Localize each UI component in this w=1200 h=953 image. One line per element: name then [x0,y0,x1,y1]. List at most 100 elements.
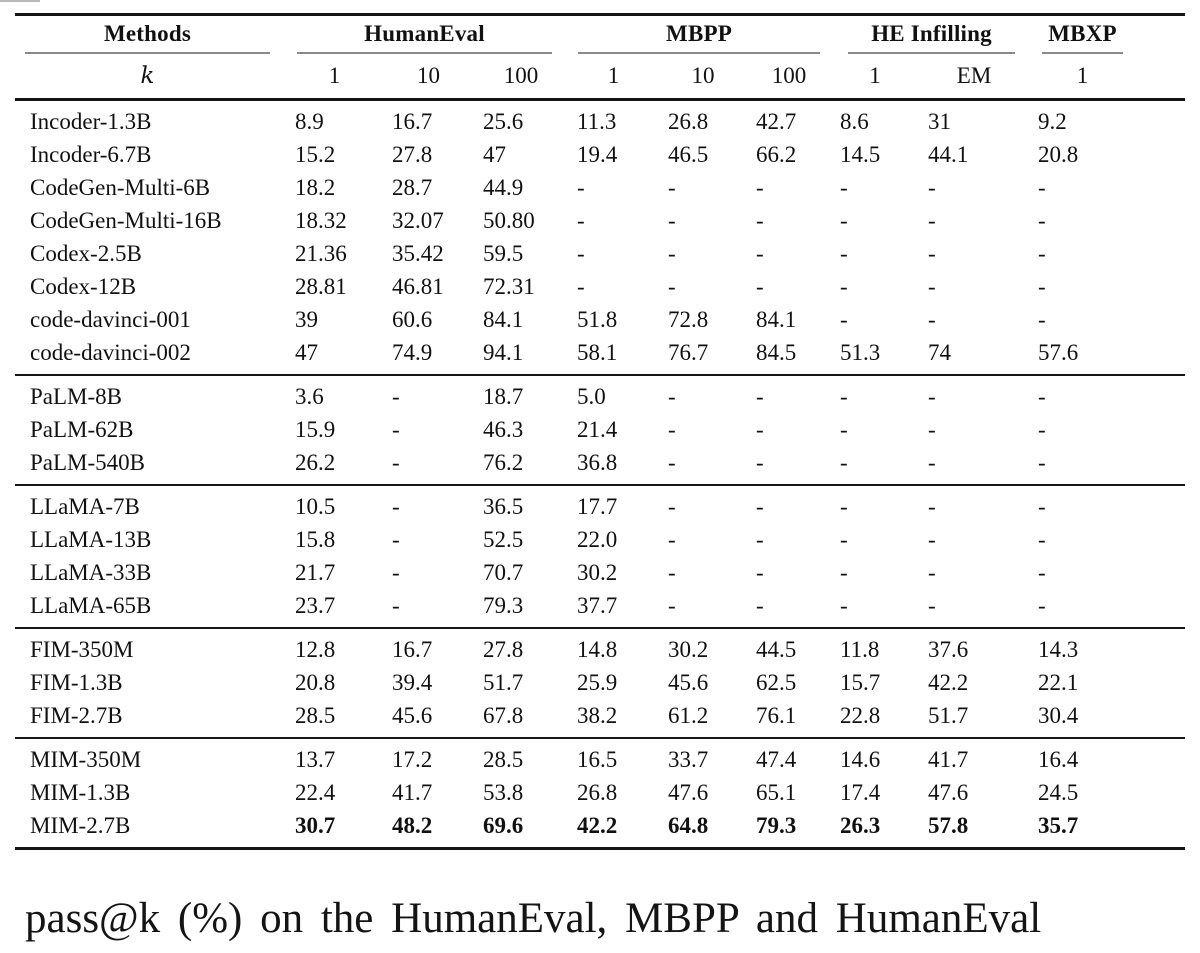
value-cell: 47.6 [668,780,709,805]
value-cell: 26.2 [295,450,336,475]
table-row: Codex-12B 28.81 46.81 72.31 - - - - - - [15,270,1185,303]
value-cell: 11.3 [577,109,617,134]
value-cell: 30.2 [668,637,709,662]
method-cell: FIM-1.3B [30,670,123,695]
value-cell: - [756,593,764,618]
value-cell: - [577,241,585,266]
value-cell: 46.81 [392,274,444,299]
value-cell: 51.7 [483,670,524,695]
value-cell: - [840,494,848,519]
value-cell: 25.6 [483,109,524,134]
table-row: CodeGen-Multi-16B 18.32 32.07 50.80 - - - - - - [15,204,1185,237]
value-cell: 33.7 [668,747,709,772]
value-cell: - [756,527,764,552]
k-mbpp-10: 10 [691,63,715,88]
value-cell: - [840,208,848,233]
value-cell: - [756,560,764,585]
value-cell: - [840,241,848,266]
method-cell: MIM-350M [30,747,142,772]
value-cell: 30.7 [295,813,336,838]
header-humaneval-label: HumanEval [364,21,485,46]
value-cell: 59.5 [483,241,524,266]
value-cell: 36.5 [483,494,524,519]
value-cell: - [756,175,764,200]
k-he-infilling-em: EM [956,63,992,88]
value-cell: 10.5 [295,494,336,519]
value-cell: 27.8 [483,637,524,662]
cmidrule-humaneval [297,52,553,54]
value-cell: 47.6 [928,780,969,805]
value-cell: 30.4 [1038,703,1079,728]
value-cell: 74.9 [392,340,433,365]
value-cell: 14.6 [840,747,881,772]
method-cell: Incoder-1.3B [30,109,152,134]
value-cell: - [1038,307,1046,332]
value-cell: 39.4 [392,670,433,695]
value-cell: 22.4 [295,780,336,805]
value-cell: 32.07 [392,208,444,233]
value-cell: - [928,175,936,200]
value-cell: - [928,307,936,332]
value-cell: - [392,384,400,409]
value-cell: 65.1 [756,780,797,805]
value-cell: - [928,494,936,519]
value-cell: 70.7 [483,560,524,585]
header-methods: Methods [15,15,295,54]
value-cell: 23.7 [295,593,336,618]
crop-artifact-line [0,0,40,2]
method-cell: MIM-2.7B [30,813,131,838]
value-cell: 26.3 [840,813,881,838]
value-cell: - [928,593,936,618]
cmidrule-he-infilling [848,52,1016,54]
value-cell: - [756,208,764,233]
method-cell: LLaMA-13B [30,527,152,552]
table-row: LLaMA-65B 23.7 - 79.3 37.7 - - - - - [15,589,1185,628]
value-cell: 76.1 [756,703,797,728]
value-cell: - [928,527,936,552]
value-cell: - [1038,417,1046,442]
value-cell: - [1038,175,1046,200]
value-cell: - [1038,527,1046,552]
value-cell: 27.8 [392,142,433,167]
value-cell: 94.1 [483,340,524,365]
cmidrule-methods [25,52,270,54]
value-cell: - [840,450,848,475]
table-row: PaLM-62B 15.9 - 46.3 21.4 - - - - - [15,413,1185,446]
method-cell: CodeGen-Multi-6B [30,175,211,200]
value-cell: - [1038,494,1046,519]
value-cell: 17.2 [392,747,433,772]
value-cell: 20.8 [295,670,336,695]
value-cell: - [756,274,764,299]
table-row: CodeGen-Multi-6B 18.2 28.7 44.9 - - - - - - [15,171,1185,204]
value-cell: 72.8 [668,307,709,332]
value-cell: 16.7 [392,637,433,662]
value-cell: 13.7 [295,747,336,772]
value-cell: 37.6 [928,637,969,662]
k-mbpp-1: 1 [607,63,620,88]
method-cell: FIM-2.7B [30,703,123,728]
value-cell: 37.7 [577,593,618,618]
value-cell: - [840,274,848,299]
value-cell: 24.5 [1038,780,1079,805]
k-he-infilling-1: 1 [869,63,881,88]
value-cell: 38.2 [577,703,618,728]
table-row: Incoder-6.7B 15.2 27.8 47 19.4 46.5 66.2 14.5 44… [15,138,1185,171]
value-cell: 58.1 [577,340,618,365]
value-cell: - [668,560,676,585]
value-cell: 44.5 [756,637,797,662]
k-humaneval-100: 100 [503,63,539,88]
table-row: PaLM-540B 26.2 - 76.2 36.8 - - - - - [15,446,1185,485]
value-cell: 46.3 [483,417,524,442]
value-cell: - [928,208,936,233]
value-cell: 41.7 [392,780,433,805]
value-cell: - [928,384,936,409]
value-cell: 21.4 [577,417,618,442]
value-cell: 35.42 [392,241,444,266]
value-cell: 18.7 [483,384,524,409]
value-cell: - [392,560,400,585]
value-cell: 16.4 [1038,747,1079,772]
value-cell: 22.0 [577,527,618,552]
value-cell: 14.5 [840,142,881,167]
value-cell: - [1038,274,1046,299]
table-row: FIM-2.7B 28.5 45.6 67.8 38.2 61.2 76.1 22.8 51.7… [15,699,1185,738]
